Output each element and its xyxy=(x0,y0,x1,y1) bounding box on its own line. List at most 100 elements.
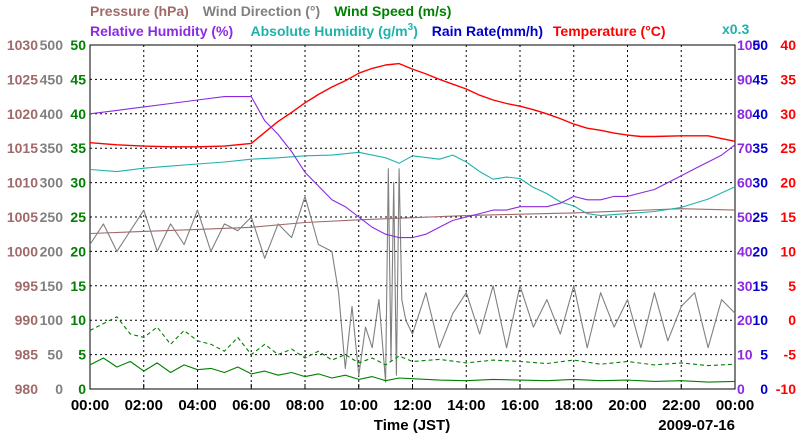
legend-relative-humidity: Relative Humidity (%) xyxy=(90,23,233,39)
y-tick-wind-speed: 30 xyxy=(70,175,86,191)
series-line-wind-speed-m-s xyxy=(89,357,736,383)
y-tick-temperature: 40 xyxy=(780,37,796,53)
x-tick-label: 08:00 xyxy=(286,397,324,414)
y-tick-wind-speed: 15 xyxy=(70,278,86,294)
y-tick-wind-direction: 200 xyxy=(40,243,64,259)
series-line-pressure-hpa xyxy=(89,208,736,235)
y-tick-abs-humidity: 30 xyxy=(752,175,768,191)
legend-absolute-humidity: Absolute Humidity (g/m xyxy=(251,23,408,39)
y-tick-wind-direction: 100 xyxy=(40,312,64,328)
x-tick-label: 04:00 xyxy=(178,397,216,414)
y-tick-pressure: 1025 xyxy=(7,71,38,87)
y-tick-abs-humidity: 10 xyxy=(752,312,768,328)
legend-temperature: Temperature (°C) xyxy=(553,23,666,39)
x-tick-label: 18:00 xyxy=(555,397,593,414)
y-tick-wind-direction: 250 xyxy=(40,209,64,225)
y-tick-relative-humidity: 80 xyxy=(737,106,753,122)
y-tick-pressure: 1015 xyxy=(7,140,38,156)
x-tick-label: 20:00 xyxy=(608,397,646,414)
y-tick-wind-direction: 350 xyxy=(40,140,64,156)
y-tick-relative-humidity: 90 xyxy=(737,71,753,87)
series-line-absolute-humidity-g-m3 xyxy=(89,151,736,217)
y-tick-temperature: 0 xyxy=(788,312,796,328)
y-tick-temperature: -10 xyxy=(776,381,796,397)
y-tick-pressure: 1000 xyxy=(7,243,38,259)
y-tick-abs-humidity: 25 xyxy=(752,209,768,225)
x-axis: 00:00 02:00 04:00 06:00 08:00 10:00 12:00 14:00… xyxy=(71,384,754,414)
y-tick-abs-humidity: 20 xyxy=(752,243,768,259)
legend: Pressure (hPa) Wind Direction (°) Wind S… xyxy=(90,3,749,39)
y-tick-relative-humidity: 50 xyxy=(737,209,753,225)
x-tick-label: 12:00 xyxy=(393,397,431,414)
y-tick-relative-humidity: 40 xyxy=(737,243,753,259)
y-tick-temperature: -5 xyxy=(784,347,797,363)
y-tick-relative-humidity: 20 xyxy=(737,312,753,328)
legend-pressure: Pressure (hPa) xyxy=(90,3,189,19)
y-tick-abs-humidity: 50 xyxy=(752,37,768,53)
y-tick-wind-speed: 25 xyxy=(70,209,86,225)
legend-wind-direction: Wind Direction (°) xyxy=(203,3,320,19)
y-tick-pressure: 995 xyxy=(15,278,39,294)
y-tick-temperature: 15 xyxy=(780,209,796,225)
y-tick-wind-speed: 5 xyxy=(78,347,86,363)
y-tick-abs-humidity: 0 xyxy=(760,381,768,397)
y-tick-wind-direction: 0 xyxy=(55,381,63,397)
x-tick-label: 14:00 xyxy=(447,397,485,414)
y-tick-abs-humidity: 40 xyxy=(752,106,768,122)
x-tick-label: 00:00 xyxy=(71,397,109,414)
legend-absolute-humidity-sup: 3 xyxy=(408,22,414,33)
x-tick-label: 00:00 xyxy=(716,397,754,414)
y-tick-wind-speed: 10 xyxy=(70,312,86,328)
y-tick-wind-speed: 35 xyxy=(70,140,86,156)
legend-absolute-humidity-tail: ) xyxy=(413,23,418,39)
y-tick-relative-humidity: 0 xyxy=(737,381,745,397)
y-tick-temperature: 20 xyxy=(780,175,796,191)
y-axes: 1030102510201015101010051000995990985980… xyxy=(7,37,796,397)
y-tick-relative-humidity: 70 xyxy=(737,140,753,156)
date-label: 2009-07-16 xyxy=(658,417,735,434)
series-line-relative-humidity xyxy=(89,96,736,239)
y-tick-pressure: 1010 xyxy=(7,175,38,191)
y-tick-pressure: 1030 xyxy=(7,37,38,53)
y-tick-relative-humidity: 60 xyxy=(737,175,753,191)
y-tick-temperature: 25 xyxy=(780,140,796,156)
y-tick-pressure: 1020 xyxy=(7,106,38,122)
x-tick-label: 16:00 xyxy=(501,397,539,414)
y-tick-wind-speed: 0 xyxy=(78,381,86,397)
legend-row-2: Relative Humidity (%) Absolute Humidity … xyxy=(90,22,666,39)
y-tick-abs-humidity: 45 xyxy=(752,71,768,87)
x-tick-label: 06:00 xyxy=(232,397,270,414)
legend-rain-rate: Rain Rate(mm/h) xyxy=(432,23,543,39)
y-tick-temperature: 10 xyxy=(780,243,796,259)
y-tick-wind-speed: 40 xyxy=(70,106,86,122)
y-tick-pressure: 985 xyxy=(15,347,39,363)
y-tick-pressure: 1005 xyxy=(7,209,38,225)
y-tick-wind-direction: 50 xyxy=(47,347,63,363)
y-tick-wind-direction: 500 xyxy=(40,37,64,53)
x-tick-label: 10:00 xyxy=(340,397,378,414)
y-tick-wind-direction: 450 xyxy=(40,71,64,87)
x-tick-label: 02:00 xyxy=(125,397,163,414)
y-tick-relative-humidity: 100 xyxy=(737,37,761,53)
y-tick-pressure: 990 xyxy=(15,312,39,328)
series-line-wind-direction xyxy=(89,168,736,383)
y-tick-wind-direction: 400 xyxy=(40,106,64,122)
y-tick-relative-humidity: 30 xyxy=(737,278,753,294)
y-tick-abs-humidity: 15 xyxy=(752,278,768,294)
y-tick-abs-humidity: 5 xyxy=(760,347,768,363)
legend-wind-speed: Wind Speed (m/s) xyxy=(334,3,451,19)
y-tick-abs-humidity: 35 xyxy=(752,140,768,156)
y-tick-temperature: 35 xyxy=(780,71,796,87)
series-lines xyxy=(89,62,736,383)
scale-note: x0.3 xyxy=(722,21,749,37)
x-tick-label: 22:00 xyxy=(662,397,700,414)
y-tick-wind-speed: 50 xyxy=(70,37,86,53)
y-tick-wind-speed: 45 xyxy=(70,71,86,87)
y-tick-wind-speed: 20 xyxy=(70,243,86,259)
legend-row-1: Pressure (hPa) Wind Direction (°) Wind S… xyxy=(90,3,451,19)
x-axis-label: Time (JST) xyxy=(374,417,450,434)
y-tick-wind-direction: 300 xyxy=(40,175,64,191)
series-line-temperature-c xyxy=(89,62,736,148)
y-tick-wind-direction: 150 xyxy=(40,278,64,294)
